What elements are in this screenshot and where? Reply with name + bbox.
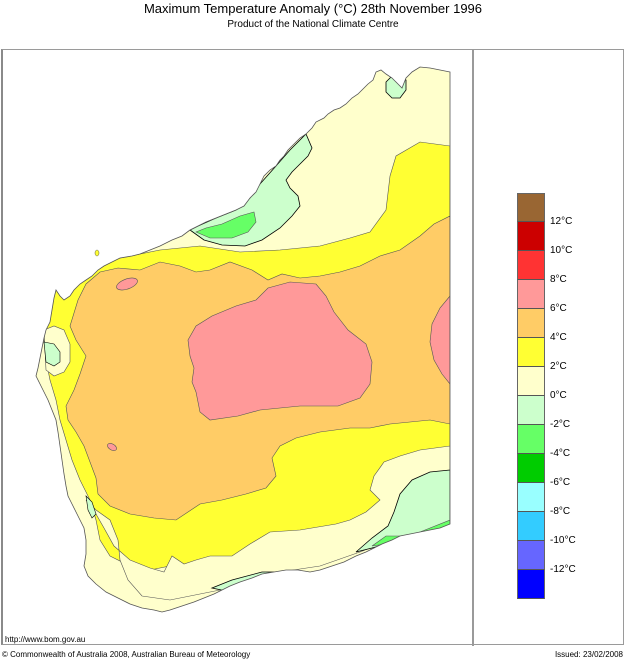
legend-band-2-4 [517,338,545,367]
legend-band-10-12 [517,222,545,251]
map-title: Maximum Temperature Anomaly (°C) 28th No… [143,1,483,16]
legend-band-m6-m4 [517,454,545,483]
issued-date: Issued: 23/02/2008 [554,650,623,659]
legend-label: 4°C [550,332,567,343]
legend-label: 6°C [550,303,567,314]
copyright-notice: © Commonwealth of Australia 2008, Austra… [2,650,251,659]
legend-label: 10°C [550,245,573,256]
legend-band-m8-m6 [517,483,545,512]
legend-label: 8°C [550,274,567,285]
legend-label: -6°C [550,477,571,488]
legend-label: -12°C [550,564,576,575]
map-frame [1,49,624,645]
legend-label: -8°C [550,506,571,517]
legend-label: 0°C [550,390,567,401]
legend-label: -4°C [550,448,571,459]
legend-label: -2°C [550,419,571,430]
legend-band-8-10 [517,251,545,280]
map-subtitle: Product of the National Climate Centre [227,19,399,30]
legend-band-m2-0 [517,396,545,425]
legend-band-m12-m10 [517,541,545,570]
legend-label: 2°C [550,361,567,372]
legend-band-m10-m8 [517,512,545,541]
legend-band-gt12 [517,193,545,222]
legend-label: 12°C [550,216,573,227]
frame-divider [472,49,474,646]
legend-band-m4-m2 [517,425,545,454]
source-url[interactable]: http://www.bom.gov.au [5,635,86,644]
legend-band-lt-m12 [517,570,545,599]
legend-band-6-8 [517,280,545,309]
color-legend [517,193,545,599]
legend-label: -10°C [550,535,576,546]
legend-band-0-2 [517,367,545,396]
legend-band-4-6 [517,309,545,338]
